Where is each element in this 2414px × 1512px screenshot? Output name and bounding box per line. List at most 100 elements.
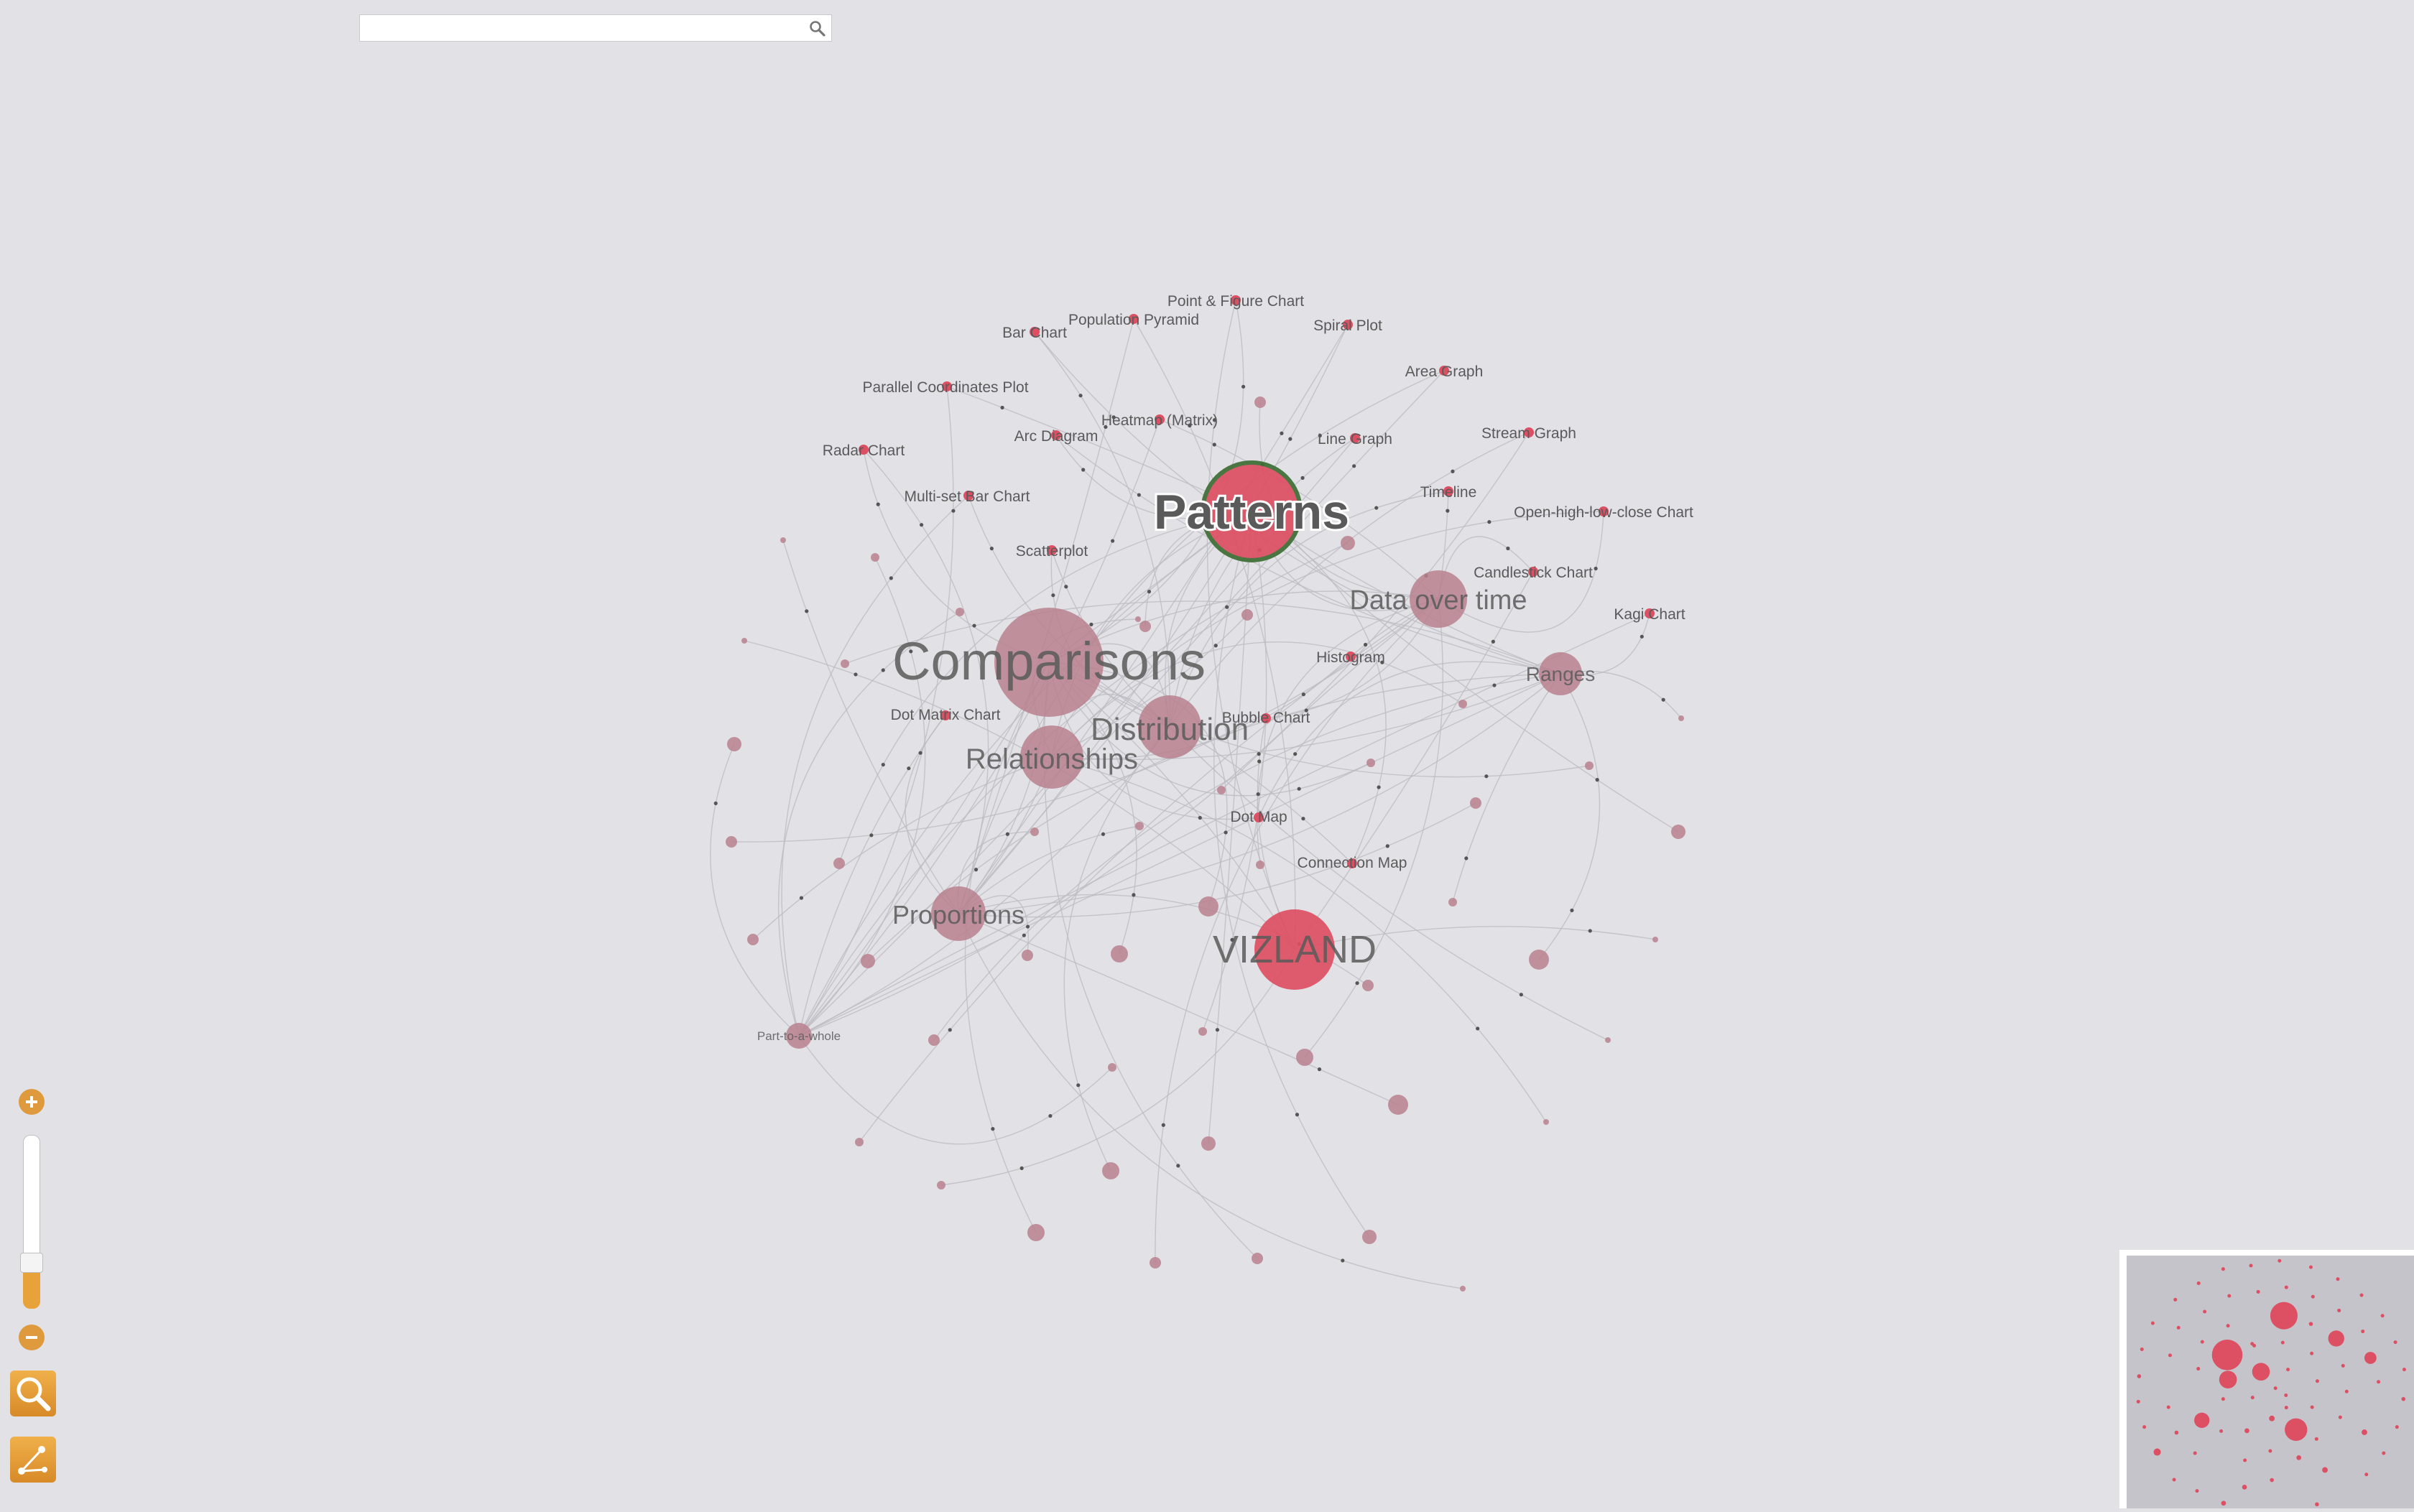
edge (1438, 511, 1604, 633)
minimap-dot (2173, 1297, 2178, 1302)
graph-node[interactable] (1198, 896, 1218, 917)
node-connection-map[interactable] (1347, 858, 1357, 868)
minimap[interactable] (2119, 1250, 2414, 1508)
node-population-pyramid[interactable] (1129, 314, 1139, 324)
hub-data-over-time[interactable] (1410, 570, 1467, 628)
graph-node[interactable] (1296, 1049, 1313, 1066)
graph-node[interactable] (841, 659, 849, 668)
node-heatmap-matrix[interactable] (1155, 414, 1165, 425)
graph-node[interactable] (727, 737, 741, 751)
node-open-high-low-close-chart[interactable] (1599, 506, 1609, 516)
graph-node[interactable] (871, 553, 879, 562)
graph-node[interactable] (928, 1034, 940, 1046)
minimap-dot (2270, 1302, 2298, 1330)
hub-part-to-a-whole[interactable] (786, 1023, 812, 1049)
node-radar-chart[interactable] (859, 445, 869, 455)
search-icon[interactable] (808, 19, 827, 38)
hub-comparisons[interactable] (994, 608, 1104, 717)
graph-node[interactable] (1108, 1063, 1116, 1072)
node-timeline[interactable] (1443, 486, 1453, 496)
node-histogram[interactable] (1346, 651, 1356, 662)
node-line-graph[interactable] (1350, 433, 1360, 443)
graph-node[interactable] (1217, 786, 1226, 794)
node-scatterplot[interactable] (1047, 545, 1057, 555)
hub-proportions[interactable] (931, 886, 986, 941)
graph-node[interactable] (1448, 898, 1457, 906)
graph-node[interactable] (1678, 715, 1684, 721)
search-tool-button[interactable] (10, 1370, 56, 1416)
node-kagi-chart[interactable] (1645, 608, 1655, 618)
hub-relationships[interactable] (1020, 725, 1083, 789)
node-stream-graph[interactable] (1524, 427, 1534, 437)
graph-node[interactable] (1652, 937, 1658, 942)
graph-node[interactable] (1102, 1162, 1119, 1179)
graph-node[interactable] (1671, 825, 1685, 839)
graph-node[interactable] (1111, 945, 1128, 963)
edge (1169, 726, 1609, 1041)
hub-ranges[interactable] (1539, 652, 1582, 695)
graph-node[interactable] (1470, 797, 1481, 809)
graph-node[interactable] (1201, 1136, 1216, 1151)
edge-arrow (1051, 593, 1055, 598)
graph-node[interactable] (1027, 1224, 1045, 1241)
graph-node[interactable] (1341, 536, 1355, 550)
node-multi-set-bar-chart[interactable] (963, 491, 974, 501)
graph-node[interactable] (780, 537, 786, 543)
graph-node[interactable] (1543, 1119, 1549, 1125)
graph-node[interactable] (1388, 1095, 1408, 1115)
graph-node[interactable] (1362, 980, 1374, 991)
graph-node[interactable] (1139, 621, 1151, 632)
graph-node[interactable] (1256, 861, 1264, 869)
graph-node[interactable] (1150, 1257, 1161, 1268)
graph-node[interactable] (1362, 1230, 1377, 1244)
node-spiral-plot[interactable] (1343, 320, 1353, 330)
minimap-dot (2172, 1478, 2176, 1482)
graph-node[interactable] (1585, 761, 1594, 770)
node-arc-diagram[interactable] (1051, 430, 1061, 440)
minimap-dot (2280, 1340, 2285, 1345)
graph-node[interactable] (937, 1181, 945, 1189)
edge-arrow (1224, 830, 1228, 835)
node-bar-chart[interactable] (1030, 327, 1040, 337)
node-point-figure-chart[interactable] (1231, 295, 1241, 305)
graph-node[interactable] (861, 954, 875, 968)
edge-arrow (1293, 752, 1298, 756)
graph-node[interactable] (1366, 759, 1375, 767)
graph-node[interactable] (1458, 700, 1467, 708)
graph-node[interactable] (726, 836, 737, 848)
node-bubble-chart[interactable] (1261, 713, 1271, 723)
graph-node[interactable] (855, 1138, 864, 1146)
graph-node[interactable] (1529, 950, 1549, 970)
hub-vizland[interactable] (1254, 909, 1335, 990)
node-dot-map[interactable] (1254, 812, 1264, 822)
graph-node[interactable] (1135, 616, 1141, 622)
graph-node[interactable] (1241, 609, 1253, 621)
hub-distribution[interactable] (1138, 695, 1201, 759)
graph-node[interactable] (1254, 396, 1266, 408)
search-input[interactable] (366, 18, 800, 40)
graph-node[interactable] (1605, 1037, 1611, 1043)
graph-node[interactable] (1135, 822, 1144, 830)
graph-node[interactable] (833, 858, 845, 869)
graph-node[interactable] (1198, 1027, 1207, 1036)
node-area-graph[interactable] (1439, 366, 1449, 376)
node-parallel-coordinates-plot[interactable] (942, 381, 952, 391)
graph-node[interactable] (1030, 827, 1039, 836)
graph-node[interactable] (747, 934, 759, 945)
zoom-in-button[interactable] (19, 1089, 45, 1115)
search-box[interactable] (359, 14, 832, 42)
graph-node[interactable] (1022, 950, 1033, 961)
node-dot-matrix-chart[interactable] (940, 710, 951, 720)
node-candlestick-chart[interactable] (1528, 567, 1538, 577)
graph-node[interactable] (1252, 1253, 1263, 1264)
hub-patterns[interactable] (1201, 460, 1303, 562)
graph-node[interactable] (741, 638, 747, 644)
graph-tool-button[interactable] (10, 1437, 56, 1483)
graph-node[interactable] (956, 608, 964, 616)
edge-arrow (1317, 1067, 1322, 1072)
edge (1051, 614, 1248, 758)
zoom-out-button[interactable] (19, 1325, 45, 1350)
zoom-slider-handle[interactable] (20, 1253, 43, 1273)
graph-node[interactable] (1460, 1286, 1466, 1291)
